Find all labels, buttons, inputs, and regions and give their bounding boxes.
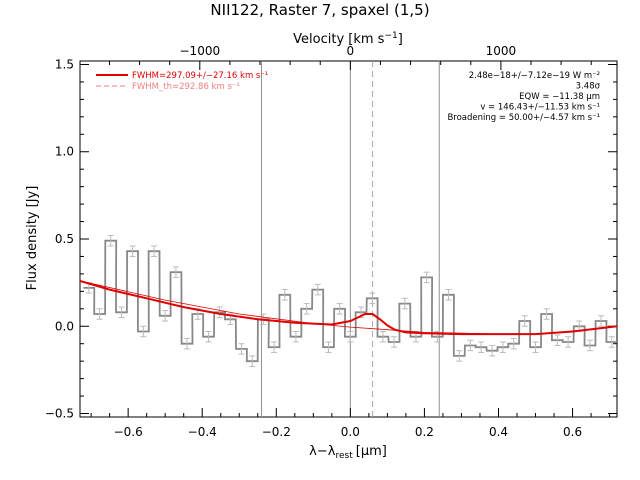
error-bar-22 [325, 341, 332, 353]
error-bar-26 [369, 292, 376, 305]
error-bar-28 [391, 336, 398, 348]
error-bar-31 [423, 271, 430, 284]
error-bar-11 [205, 330, 212, 343]
error-bar-19 [292, 330, 299, 343]
error-bar-3 [118, 306, 125, 319]
gaussian-fit-line [79, 279, 618, 336]
fit-annotation-1: 3.48σ [576, 82, 601, 92]
velocity-axis-label-close: ] [398, 32, 403, 47]
error-bar-43 [554, 334, 561, 346]
error-bar-42 [543, 308, 550, 320]
error-bar-48 [608, 336, 615, 348]
fit-annotation-3: v = 146.43+/−11.53 km s⁻¹ [480, 103, 600, 113]
x-axis-label-lambda2: λ [328, 444, 336, 459]
error-bar-9 [184, 337, 191, 350]
legend-label-0: FWHM=297.09+/−27.16 km s⁻¹ [132, 71, 268, 81]
x-axis-label-lambda: λ [309, 444, 317, 459]
x-axis-label-minus: − [317, 444, 328, 459]
x-tick-label-3: 0.0 [341, 425, 360, 439]
error-bar-34 [456, 350, 463, 362]
x-axis-label-unit: [μm] [356, 444, 387, 459]
x-tick-label-0: −0.6 [114, 425, 143, 439]
x-axis-label-sub: rest [335, 451, 353, 461]
error-bar-38 [499, 341, 506, 353]
y-tick-label-0: −0.5 [45, 407, 74, 421]
error-bar-27 [379, 330, 386, 343]
x-tick-label-4: 0.2 [415, 425, 434, 439]
error-bar-21 [314, 283, 321, 296]
fit-annotation-0: 2.48e−18+/−7.12e−19 W m⁻² [469, 71, 600, 81]
y-tick-label-3: 1.0 [55, 145, 74, 159]
error-bar-6 [151, 245, 158, 257]
error-bar-44 [565, 336, 572, 348]
error-bar-29 [401, 297, 408, 310]
plot-area: −0.6 −0.4 −0.2 0.0 0.2 0.4 0.6 −1000 0 1000 −0.5 0.… [45, 44, 618, 439]
error-bar-12 [216, 306, 223, 319]
velocity-axis-label: Velocity [km s−1] [293, 31, 403, 47]
fit-annotation-4: Broadening = 50.00+/−4.57 km s⁻¹ [447, 113, 600, 123]
y-tick-label-2: 0.5 [55, 232, 74, 246]
error-bar-2 [107, 235, 114, 247]
x-tick-label-5: 0.4 [489, 425, 508, 439]
velocity-tick-label-0: −1000 [180, 44, 221, 58]
error-bar-18 [281, 289, 288, 301]
error-bar-14 [238, 343, 245, 355]
y-tick-label-4: 1.5 [55, 57, 74, 71]
y-axis-label: Flux density [Jy] [25, 186, 40, 291]
error-bar-40 [521, 315, 528, 327]
error-bar-7 [162, 310, 169, 322]
y-tick-label-1: 0.0 [55, 319, 74, 333]
error-bar-1 [96, 308, 103, 320]
x-tick-label-2: −0.2 [262, 425, 291, 439]
error-bar-4 [129, 245, 136, 257]
error-bar-15 [249, 355, 256, 367]
error-bar-17 [271, 341, 278, 353]
error-bar-8 [172, 266, 179, 278]
error-bar-23 [336, 303, 343, 315]
legend-label-1: FWHM_th=292.86 km s⁻¹ [132, 82, 240, 92]
error-bar-47 [598, 315, 605, 327]
velocity-tick-label-2: 1000 [486, 44, 517, 58]
error-bar-39 [510, 337, 517, 350]
chart-title: NII122, Raster 7, spaxel (1,5) [210, 1, 429, 19]
x-tick-label-6: 0.6 [563, 425, 582, 439]
error-bar-33 [445, 289, 452, 301]
x-tick-label-1: −0.4 [188, 425, 217, 439]
velocity-axis-label-sup: −1 [384, 31, 397, 41]
velocity-axis-label-base: Velocity [km s [293, 32, 385, 47]
error-bar-37 [489, 344, 496, 357]
error-bar-35 [467, 339, 474, 352]
fit-annotation-2: EQW = −11.38 μm [519, 92, 600, 102]
velocity-tick-label-1: 0 [347, 44, 355, 58]
error-bar-24 [347, 330, 354, 343]
error-bar-36 [478, 341, 485, 353]
error-bar-20 [303, 303, 310, 315]
x-axis-label: λ−λrest [μm] [309, 444, 387, 461]
error-bar-41 [532, 341, 539, 353]
error-bar-46 [586, 339, 593, 352]
error-bar-5 [140, 325, 147, 338]
